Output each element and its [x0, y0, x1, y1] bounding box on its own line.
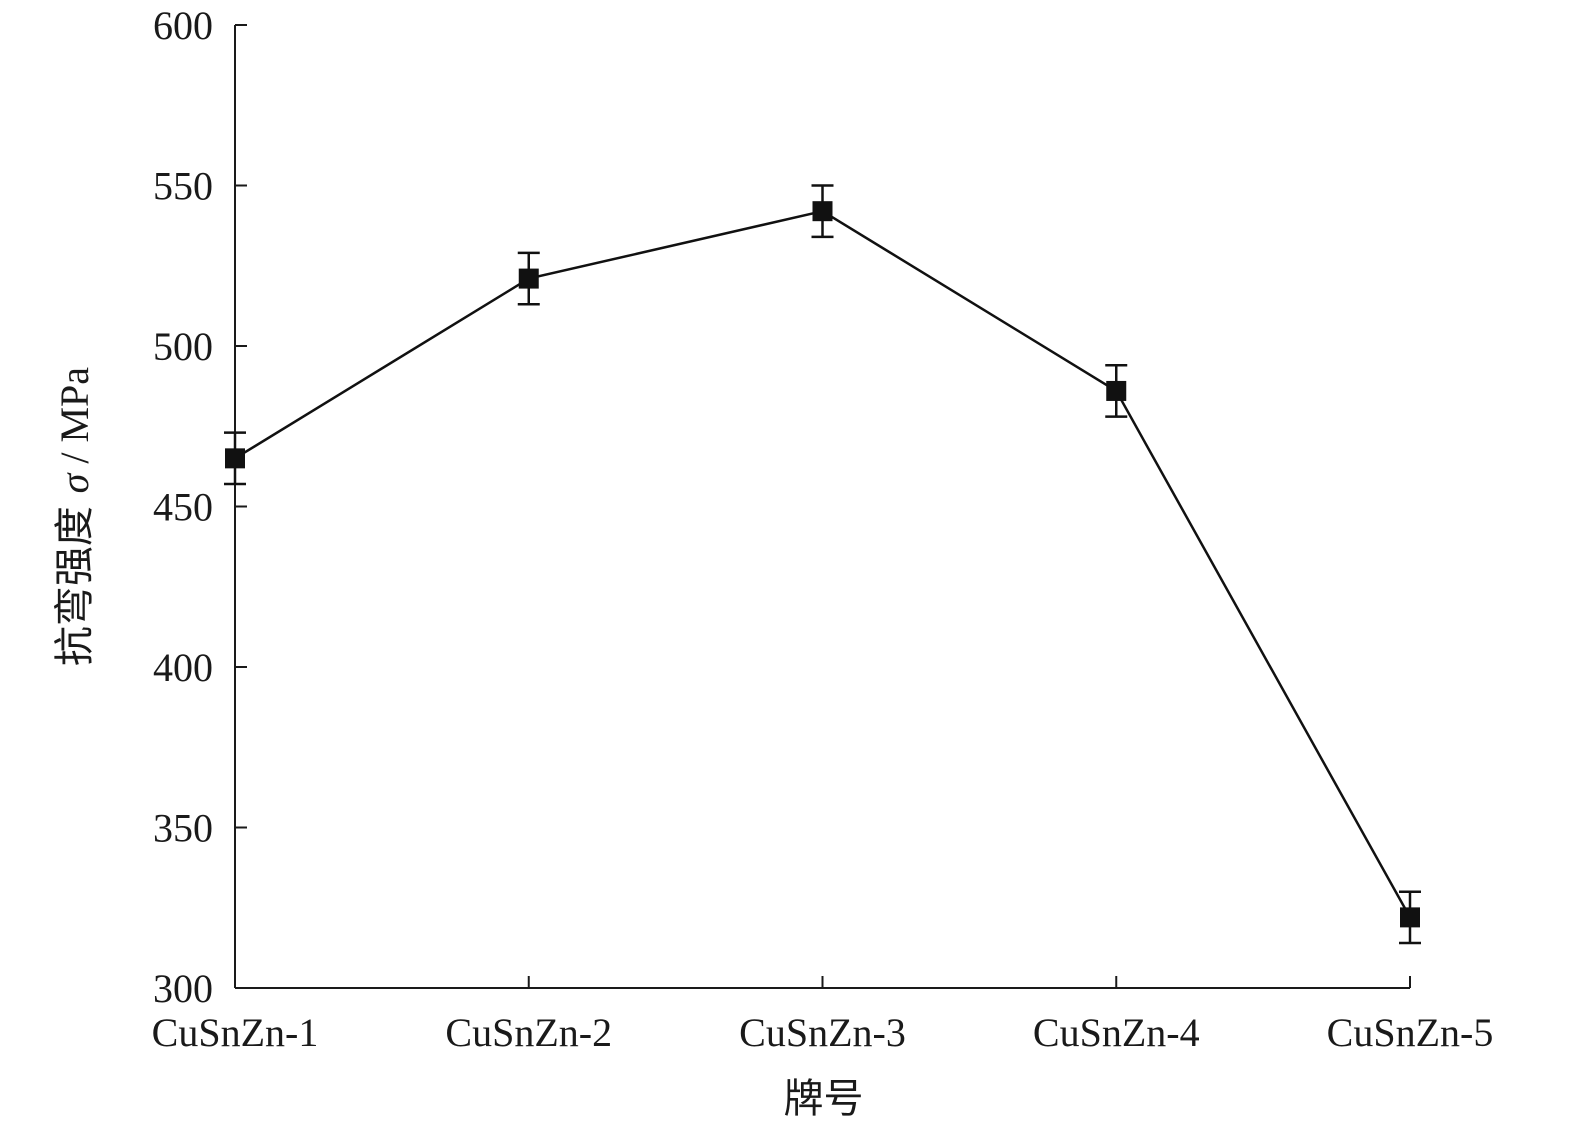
- y-axis-title-text: 抗弯强度: [52, 493, 98, 666]
- x-tick-label: CuSnZn-4: [1033, 1010, 1200, 1055]
- x-tick-label: CuSnZn-1: [152, 1010, 319, 1055]
- data-point: [518, 268, 539, 289]
- y-tick-label: 550: [153, 164, 213, 209]
- data-point: [225, 448, 245, 469]
- y-tick-label: 300: [153, 966, 213, 1011]
- y-tick-label: 350: [153, 806, 213, 851]
- x-tick-label: CuSnZn-5: [1327, 1010, 1494, 1055]
- y-axis-title-symbol: σ: [52, 472, 97, 493]
- y-tick-label: 400: [153, 645, 213, 690]
- axes: [234, 25, 1410, 989]
- y-tick-label: 450: [153, 485, 213, 530]
- y-tick-label: 600: [153, 3, 213, 48]
- data-point: [812, 201, 833, 222]
- y-axis-title-unit: / MPa: [52, 367, 97, 474]
- data-point: [1106, 380, 1127, 401]
- x-axis-title: 牌号: [784, 1076, 864, 1122]
- x-tick-label: CuSnZn-2: [445, 1010, 612, 1055]
- series-line: [234, 209, 1412, 918]
- y-axis-title: 抗弯强度 σ / MPa: [52, 367, 98, 666]
- x-ticks: CuSnZn-1 CuSnZn-2 CuSnZn-3 CuSnZn-4 CuSnZn-5: [152, 976, 1494, 1055]
- data-point: [1400, 907, 1420, 928]
- y-ticks: 300 350 400 450 500 550 600: [153, 3, 247, 1011]
- y-tick-label: 500: [153, 324, 213, 369]
- series-layer: [224, 184, 1421, 945]
- x-tick-label: CuSnZn-3: [739, 1010, 906, 1055]
